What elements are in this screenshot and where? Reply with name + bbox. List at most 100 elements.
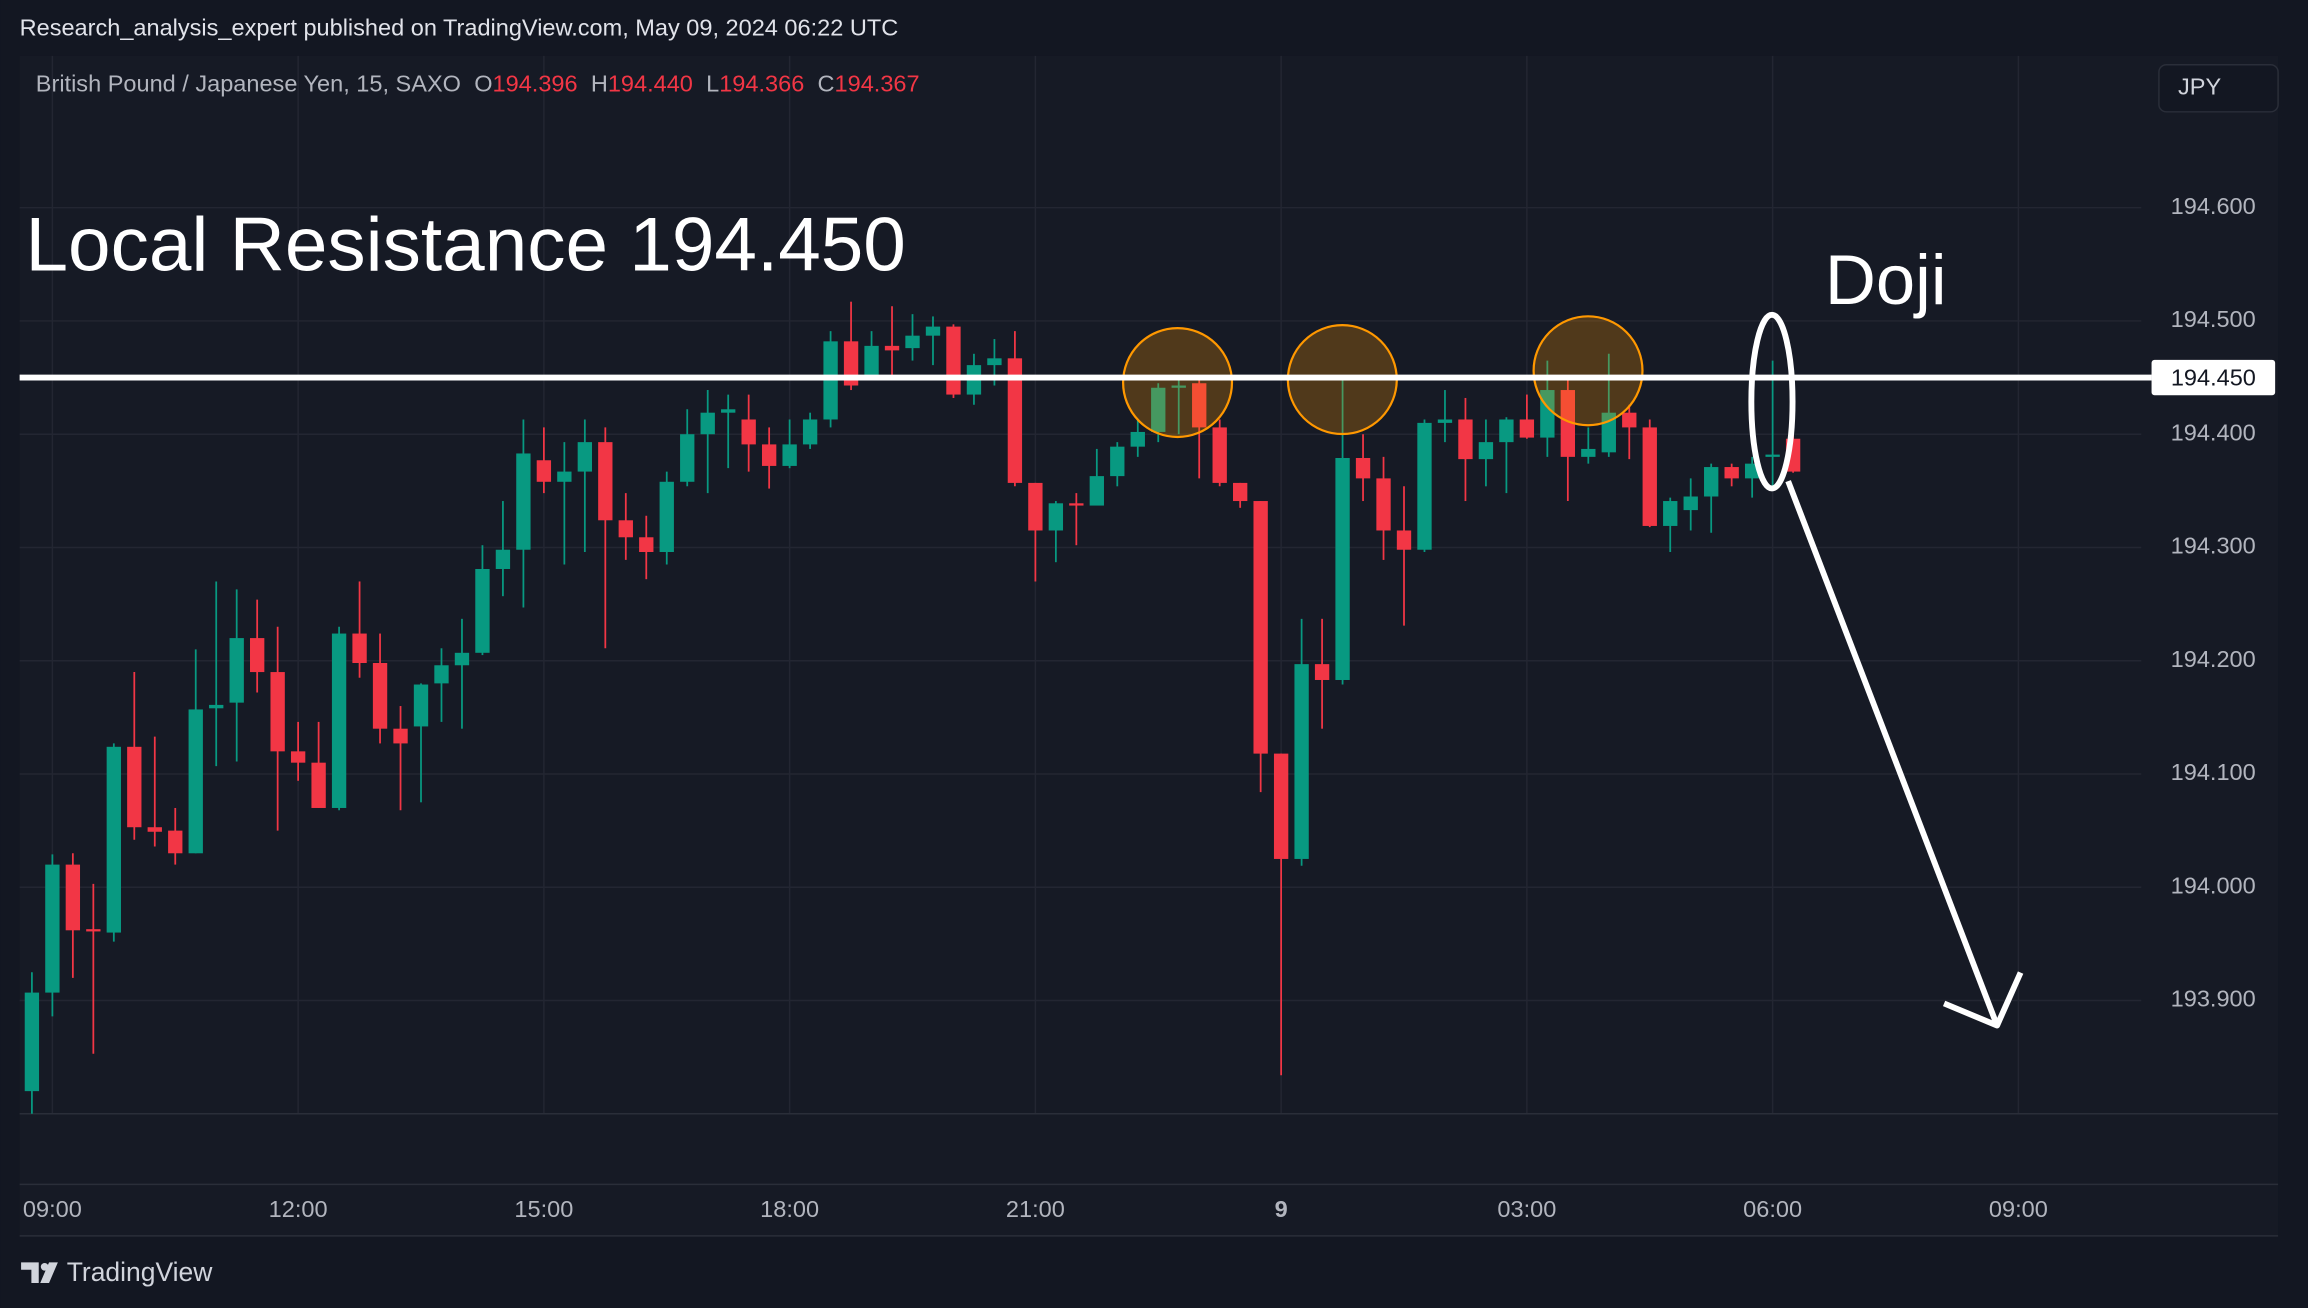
candle-body (229, 638, 244, 703)
candle-body (1089, 476, 1104, 506)
candle-body (843, 341, 859, 386)
resistance-annotation: Local Resistance 194.450 (26, 202, 906, 287)
candle-body (925, 326, 941, 336)
symbol-legend: British Pound / Japanese Yen, 15, SAXO O1… (36, 71, 920, 97)
candle-body (1233, 482, 1248, 502)
candle-body (209, 704, 224, 709)
candle-body (1069, 503, 1084, 506)
candle-body (127, 746, 142, 828)
y-tick-label: 194.600 (2171, 193, 2256, 219)
candle-body (905, 335, 920, 349)
y-tick-label: 194.300 (2171, 533, 2256, 559)
x-tick-label: 09:00 (23, 1196, 82, 1222)
candle-body (1765, 454, 1780, 457)
x-tick-label: 18:00 (760, 1196, 819, 1222)
ohlc-letter: H (591, 71, 608, 97)
y-tick-label: 194.000 (2171, 872, 2256, 898)
doji-annotation: Doji (1825, 240, 1947, 319)
candle-body (270, 672, 285, 752)
y-tick-label: 194.100 (2171, 759, 2256, 785)
x-tick-label: 06:00 (1743, 1196, 1802, 1222)
candle-body (1499, 419, 1514, 443)
resistance-price-box (2151, 359, 2276, 396)
candle-body (557, 471, 572, 482)
candle-body (475, 568, 490, 653)
brand-name: TradingView (67, 1257, 214, 1287)
x-tick-label: 21:00 (1006, 1196, 1065, 1222)
y-tick-label: 193.900 (2171, 986, 2256, 1012)
candle-body (577, 442, 593, 472)
candle-body (1048, 503, 1064, 531)
candle-body (1663, 501, 1678, 526)
candle-body (372, 662, 388, 729)
candle-body (741, 419, 756, 445)
candle-body (598, 442, 613, 521)
candle-body (782, 444, 797, 466)
candle-body (1560, 390, 1576, 457)
candle-body (495, 549, 511, 569)
published-header: Research_analysis_expert published on Tr… (20, 15, 899, 41)
candle-body (1355, 457, 1371, 479)
ohlc-value: 194.440 (608, 71, 693, 97)
candle-body (454, 652, 470, 666)
brand-logo: TradingView (21, 1257, 213, 1287)
ohlc-letter: O (474, 71, 492, 97)
candle-body (680, 434, 695, 482)
currency-button-box[interactable] (2158, 64, 2279, 113)
candle-body (86, 929, 101, 932)
candle-body (1171, 385, 1186, 388)
candle-body (24, 992, 40, 1092)
candle-body (352, 633, 367, 663)
arrow-shaft (1785, 480, 2000, 1027)
candle-body (536, 460, 552, 482)
candle-body (1212, 427, 1227, 483)
chart-pane (19, 55, 2279, 1236)
candle-body (168, 830, 183, 854)
candle-body (1110, 446, 1125, 477)
candle-body (802, 419, 818, 445)
y-tick-label: 194.500 (2171, 306, 2256, 332)
candle-body (946, 326, 961, 395)
y-tick-label: 194.200 (2171, 646, 2256, 672)
brand-icon-dot (40, 1262, 49, 1271)
candle-body (1007, 358, 1023, 483)
currency-label[interactable]: JPY (2178, 73, 2221, 99)
candle-body (639, 537, 654, 553)
candle-body (1192, 383, 1207, 428)
candle-body (65, 864, 81, 931)
candle-body (147, 827, 162, 832)
candle-body (1704, 467, 1719, 497)
y-tick-label: 194.400 (2171, 419, 2256, 445)
candle-body (721, 409, 736, 413)
arrow-head (1942, 971, 2024, 1029)
candle-body (1519, 419, 1535, 438)
candle-body (1151, 387, 1166, 432)
ohlc-letter: L (706, 71, 719, 97)
x-tick-label: 15:00 (514, 1196, 573, 1222)
candle-body (1130, 431, 1145, 447)
candle-body (1458, 419, 1473, 460)
candle-body (761, 444, 777, 466)
candle-body (413, 684, 429, 727)
candle-body (618, 520, 633, 538)
candle-body (1683, 496, 1698, 511)
candle-body (1396, 530, 1412, 550)
candle-body (1028, 482, 1043, 531)
candle-body (1622, 412, 1637, 428)
candle-body (516, 453, 531, 550)
candle-body (1294, 664, 1309, 859)
candle-body (1253, 501, 1268, 754)
candle-body (331, 633, 347, 808)
ohlc-value: 194.396 (493, 71, 578, 97)
x-tick-label: 03:00 (1497, 1196, 1556, 1222)
currency-button[interactable]: JPY (2158, 64, 2279, 113)
x-tick-label: 9 (1275, 1196, 1288, 1222)
brand-icon (21, 1262, 58, 1283)
candle-body (884, 345, 900, 351)
ohlc-value: 194.366 (719, 71, 804, 97)
candle-body (700, 412, 715, 435)
candle-body (1376, 478, 1391, 531)
highlight-circle (1532, 315, 1644, 427)
